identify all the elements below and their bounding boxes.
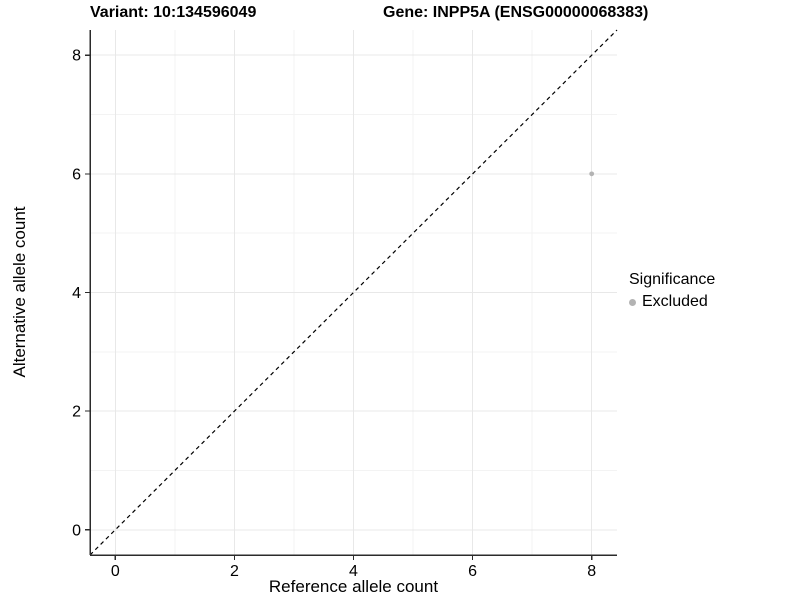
legend: Significance Excluded: [629, 270, 715, 312]
x-tick-label: 2: [230, 563, 239, 580]
variant-title: Variant: 10:134596049: [90, 4, 257, 21]
scatter-plot-panel: 0 2 4 6 8 0 2 4 6 8: [72, 29, 618, 580]
x-tick-label: 0: [111, 563, 120, 580]
legend-entry-label: Excluded: [642, 293, 708, 310]
x-axis-title: Reference allele count: [268, 577, 439, 596]
y-tick-label: 4: [72, 285, 81, 302]
legend-entry-excluded: Excluded: [629, 292, 715, 312]
data-point: [589, 171, 595, 177]
x-tick-label: 8: [587, 563, 596, 580]
y-axis-title: Alternative allele count: [10, 206, 29, 378]
x-tick-label: 4: [349, 563, 358, 580]
x-tick-label: 6: [468, 563, 477, 580]
y-tick-label: 6: [72, 166, 81, 183]
y-tick-label: 8: [72, 48, 81, 65]
gene-title: Gene: INPP5A (ENSG00000068383): [383, 4, 649, 21]
legend-point-icon: [629, 298, 636, 306]
legend-title: Significance: [629, 271, 716, 288]
y-tick-label: 0: [72, 522, 81, 539]
identity-line: [89, 29, 618, 556]
y-tick-label: 2: [72, 404, 81, 421]
